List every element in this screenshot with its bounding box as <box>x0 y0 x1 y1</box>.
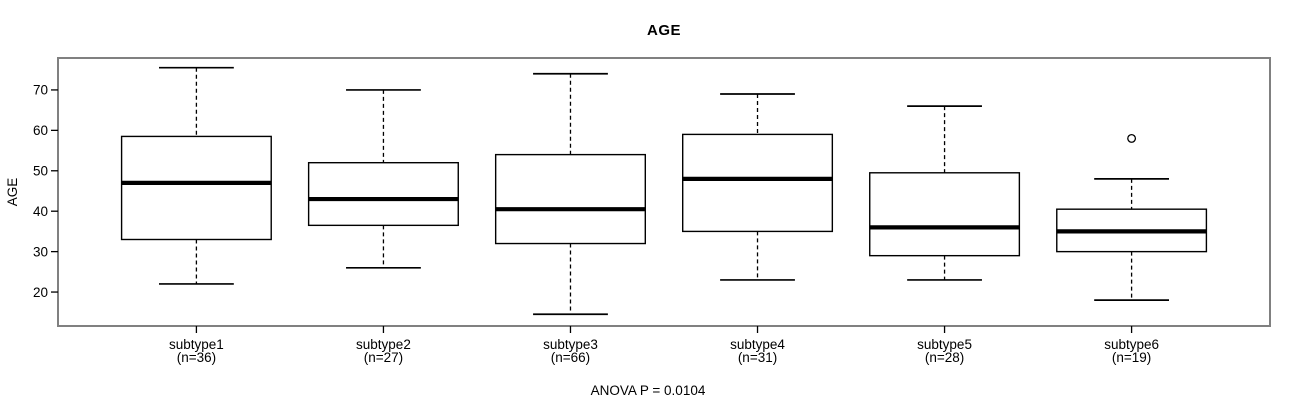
iqr-box-subtype3 <box>494 153 646 245</box>
x-tick-sublabel-subtype6: (n=19) <box>1112 350 1151 365</box>
y-tick-label: 50 <box>33 164 48 179</box>
y-tick-label: 70 <box>33 83 48 98</box>
x-tick-sublabel-subtype2: (n=27) <box>364 350 403 365</box>
anova-note: ANOVA P = 0.0104 <box>591 383 706 398</box>
x-tick-sublabel-subtype4: (n=31) <box>738 350 777 365</box>
y-tick-label: 60 <box>33 123 48 138</box>
iqr-box-subtype4 <box>682 133 834 233</box>
outlier-point-subtype6 <box>1127 133 1137 143</box>
plot-frame <box>57 57 1271 327</box>
x-tick-label-subtype1: subtype1 <box>169 337 224 352</box>
x-tick-label-subtype3: subtype3 <box>543 337 598 352</box>
x-tick-label-subtype6: subtype6 <box>1104 337 1159 352</box>
iqr-box-subtype1 <box>120 135 272 241</box>
x-tick-label-subtype5: subtype5 <box>917 337 972 352</box>
y-tick-label: 20 <box>33 285 48 300</box>
y-axis-label: AGE <box>5 178 20 207</box>
x-tick-sublabel-subtype5: (n=28) <box>925 350 964 365</box>
iqr-box-subtype2 <box>307 161 459 227</box>
chart-title: AGE <box>647 22 681 39</box>
y-tick-label: 30 <box>33 244 48 259</box>
iqr-box-subtype5 <box>869 172 1021 257</box>
x-tick-label-subtype4: subtype4 <box>730 337 785 352</box>
x-tick-sublabel-subtype1: (n=36) <box>177 350 216 365</box>
x-tick-label-subtype2: subtype2 <box>356 337 411 352</box>
x-tick-sublabel-subtype3: (n=66) <box>551 350 590 365</box>
plot-area: 20 30 40 50 60 70 subtype1(n=36) subtype2(n=27)… <box>33 57 1271 365</box>
y-tick-label: 40 <box>33 204 48 219</box>
